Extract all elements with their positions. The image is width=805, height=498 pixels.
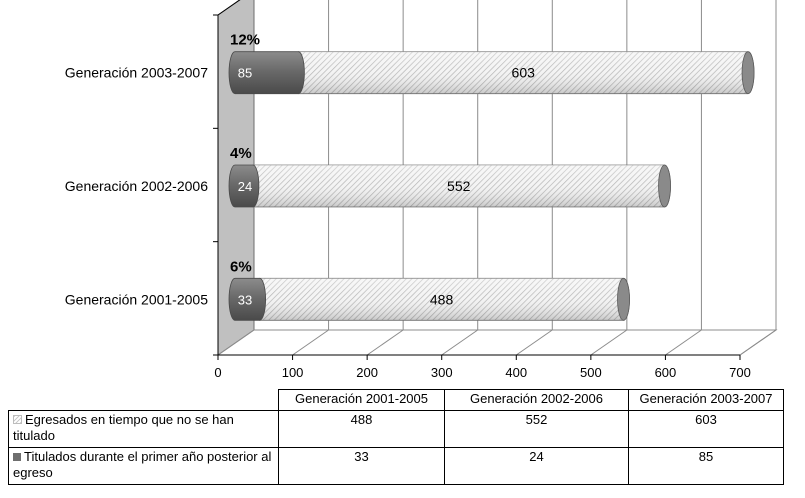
table-row-header: Egresados en tiempo que no se han titula… xyxy=(9,411,279,448)
x-tick-label: 0 xyxy=(214,365,221,380)
row-label: Titulados durante el primer año posterio… xyxy=(13,449,271,480)
data-label-not-titled: 552 xyxy=(447,178,471,194)
row-label: Egresados en tiempo que no se han titula… xyxy=(13,412,234,443)
percent-label: 12% xyxy=(230,32,260,49)
category-label: Generación 2002-2006 xyxy=(65,178,208,194)
bar-end-cap xyxy=(618,278,630,320)
table-cell: 24 xyxy=(445,448,629,485)
x-tick-label: 200 xyxy=(356,365,378,380)
table-row: Titulados durante el primer año posterio… xyxy=(9,448,784,485)
percent-label: 4% xyxy=(230,145,252,162)
table-cell: 603 xyxy=(629,411,784,448)
percent-label: 6% xyxy=(230,258,252,275)
table-cell: 552 xyxy=(445,411,629,448)
table-col-header: Generación 2001-2005 xyxy=(279,390,445,411)
hatched-legend-swatch xyxy=(13,415,22,424)
data-label-titled: 33 xyxy=(238,292,252,307)
bar-end-cap xyxy=(659,165,671,207)
table-cell: 488 xyxy=(279,411,445,448)
dark-legend-swatch xyxy=(13,453,21,461)
table-cell: 85 xyxy=(629,448,784,485)
bar-chart: 0 100 200 300 400 500 600 700 Generación 2003-20… xyxy=(0,0,805,388)
data-label-not-titled: 488 xyxy=(430,291,454,307)
x-tick-label: 500 xyxy=(580,365,602,380)
table-col-header: Generación 2003-2007 xyxy=(629,390,784,411)
category-label: Generación 2001-2005 xyxy=(65,291,208,307)
floor xyxy=(218,330,776,355)
x-tick-label: 100 xyxy=(282,365,304,380)
bar-end-cap xyxy=(742,52,754,94)
data-label-not-titled: 603 xyxy=(512,65,536,81)
table-cell: 33 xyxy=(279,448,445,485)
x-tick-label: 700 xyxy=(729,365,751,380)
category-label: Generación 2003-2007 xyxy=(65,65,208,81)
table-row: Egresados en tiempo que no se han titula… xyxy=(9,411,784,448)
table-header-row: Generación 2001-2005 Generación 2002-200… xyxy=(9,390,784,411)
data-table: Generación 2001-2005 Generación 2002-200… xyxy=(8,389,784,485)
table-col-header: Generación 2002-2006 xyxy=(445,390,629,411)
data-label-titled: 24 xyxy=(238,179,252,194)
data-label-titled: 85 xyxy=(238,66,252,81)
table-row-header: Titulados durante el primer año posterio… xyxy=(9,448,279,485)
table-corner xyxy=(9,390,279,411)
x-tick-label: 600 xyxy=(655,365,677,380)
x-tick-label: 300 xyxy=(431,365,453,380)
x-tick-label: 400 xyxy=(505,365,527,380)
